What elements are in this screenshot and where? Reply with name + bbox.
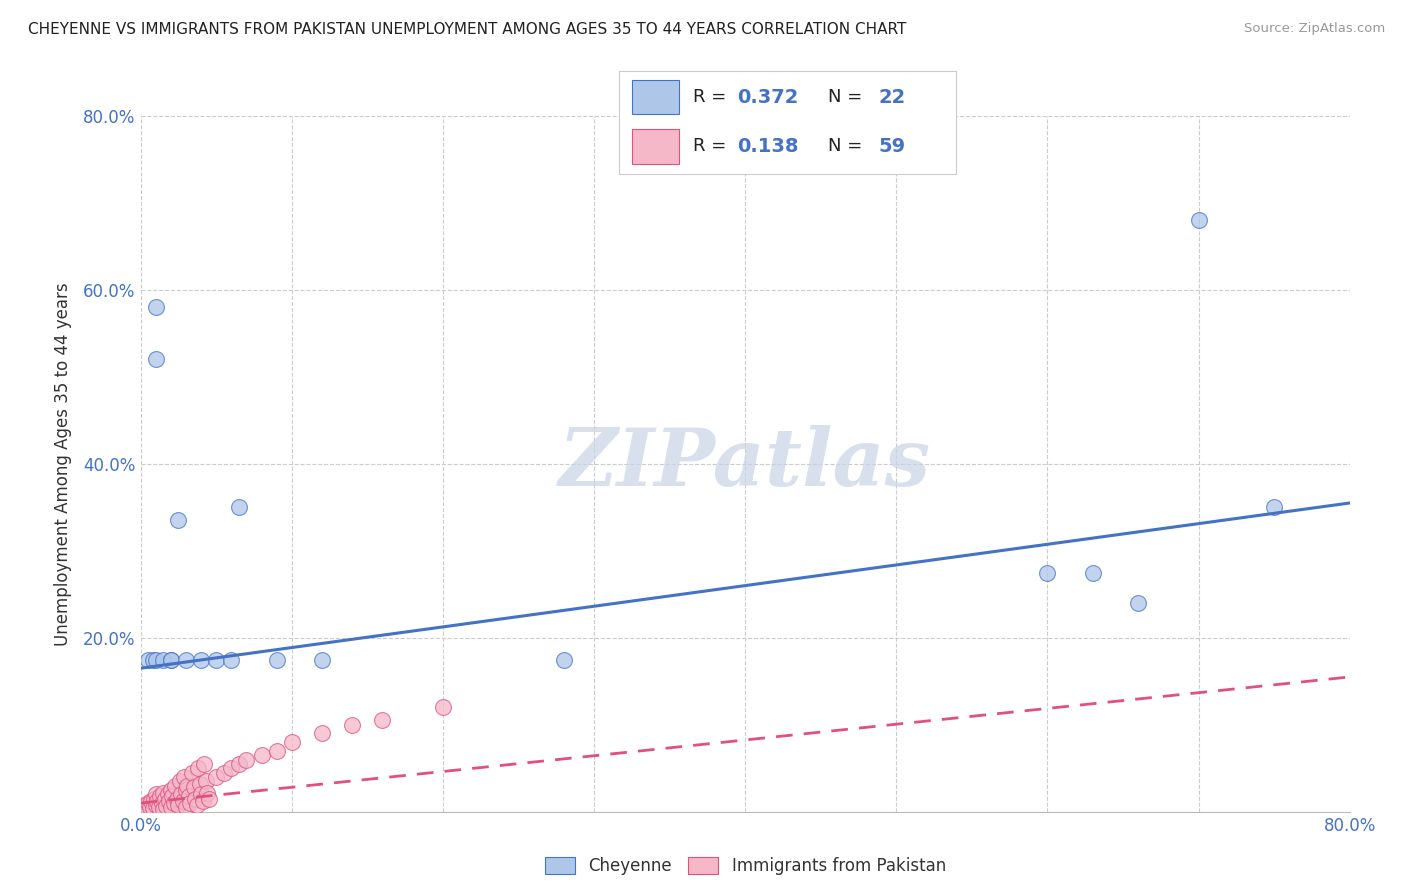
Point: [174, 783, 197, 797]
Point: [197, 791, 219, 805]
Point: [145, 352, 167, 367]
Point: [177, 789, 200, 803]
Point: [145, 652, 167, 666]
Point: [163, 796, 186, 810]
Point: [235, 753, 257, 767]
Point: [148, 800, 170, 814]
Point: [187, 761, 209, 775]
Point: [160, 652, 183, 666]
Point: [188, 777, 211, 791]
Point: [250, 748, 273, 763]
Point: [228, 500, 250, 515]
Point: [165, 779, 187, 793]
Text: R =: R =: [693, 137, 733, 155]
Point: [141, 794, 163, 808]
Point: [371, 714, 394, 728]
Point: [167, 797, 190, 812]
Point: [136, 796, 159, 810]
Point: [149, 789, 172, 803]
Point: [160, 800, 183, 814]
Point: [432, 700, 454, 714]
Point: [132, 800, 155, 814]
Text: 0.138: 0.138: [737, 136, 799, 156]
Point: [155, 798, 177, 813]
Point: [172, 794, 194, 808]
Point: [190, 652, 212, 666]
Point: [179, 796, 201, 810]
Text: CHEYENNE VS IMMIGRANTS FROM PAKISTAN UNEMPLOYMENT AMONG AGES 35 TO 44 YEARS CORR: CHEYENNE VS IMMIGRANTS FROM PAKISTAN UNE…: [28, 22, 907, 37]
Point: [145, 788, 167, 801]
FancyBboxPatch shape: [633, 79, 679, 114]
Point: [176, 779, 198, 793]
Point: [194, 774, 217, 789]
Text: ZIPatlas: ZIPatlas: [560, 425, 931, 502]
Legend: Cheyenne, Immigrants from Pakistan: Cheyenne, Immigrants from Pakistan: [536, 848, 955, 883]
Text: N =: N =: [828, 88, 868, 106]
Point: [162, 789, 184, 803]
Point: [145, 797, 167, 812]
FancyBboxPatch shape: [633, 128, 679, 163]
Point: [186, 797, 208, 812]
Point: [193, 756, 215, 771]
Point: [212, 765, 235, 780]
Point: [169, 774, 191, 789]
Point: [311, 726, 333, 740]
Point: [153, 791, 176, 805]
Point: [170, 788, 193, 801]
Text: 0.372: 0.372: [737, 87, 799, 106]
Point: [143, 791, 166, 805]
Point: [135, 802, 157, 816]
Point: [181, 765, 204, 780]
Text: R =: R =: [693, 88, 733, 106]
Point: [166, 791, 188, 805]
Text: 59: 59: [879, 136, 905, 156]
Point: [160, 652, 183, 666]
Point: [184, 791, 207, 805]
Point: [138, 799, 160, 814]
Point: [173, 770, 195, 784]
Point: [195, 786, 218, 800]
Point: [136, 652, 159, 666]
Point: [228, 756, 250, 771]
Point: [174, 800, 197, 814]
Point: [281, 735, 304, 749]
Point: [150, 796, 173, 810]
Point: [205, 770, 228, 784]
Text: 22: 22: [879, 87, 905, 106]
Point: [183, 780, 205, 795]
Point: [160, 783, 183, 797]
Text: N =: N =: [828, 137, 868, 155]
Point: [266, 744, 288, 758]
Point: [156, 788, 179, 801]
Point: [1081, 566, 1104, 580]
Point: [342, 717, 364, 731]
Point: [191, 794, 214, 808]
Point: [167, 513, 190, 527]
Point: [311, 652, 333, 666]
Point: [174, 652, 197, 666]
Point: [146, 794, 169, 808]
Point: [145, 300, 167, 315]
Point: [157, 794, 180, 808]
Point: [1263, 500, 1285, 515]
Point: [134, 797, 156, 812]
Point: [219, 761, 242, 775]
Text: Source: ZipAtlas.com: Source: ZipAtlas.com: [1244, 22, 1385, 36]
Point: [142, 801, 165, 815]
Point: [219, 652, 242, 666]
Point: [152, 786, 174, 800]
Y-axis label: Unemployment Among Ages 35 to 44 years: Unemployment Among Ages 35 to 44 years: [53, 282, 72, 646]
Point: [152, 802, 174, 816]
Point: [205, 652, 228, 666]
Point: [1036, 566, 1059, 580]
Point: [152, 652, 174, 666]
Point: [266, 652, 288, 666]
Point: [1187, 213, 1209, 227]
Point: [553, 652, 575, 666]
Point: [142, 652, 165, 666]
Point: [190, 788, 212, 801]
Point: [1128, 596, 1150, 610]
